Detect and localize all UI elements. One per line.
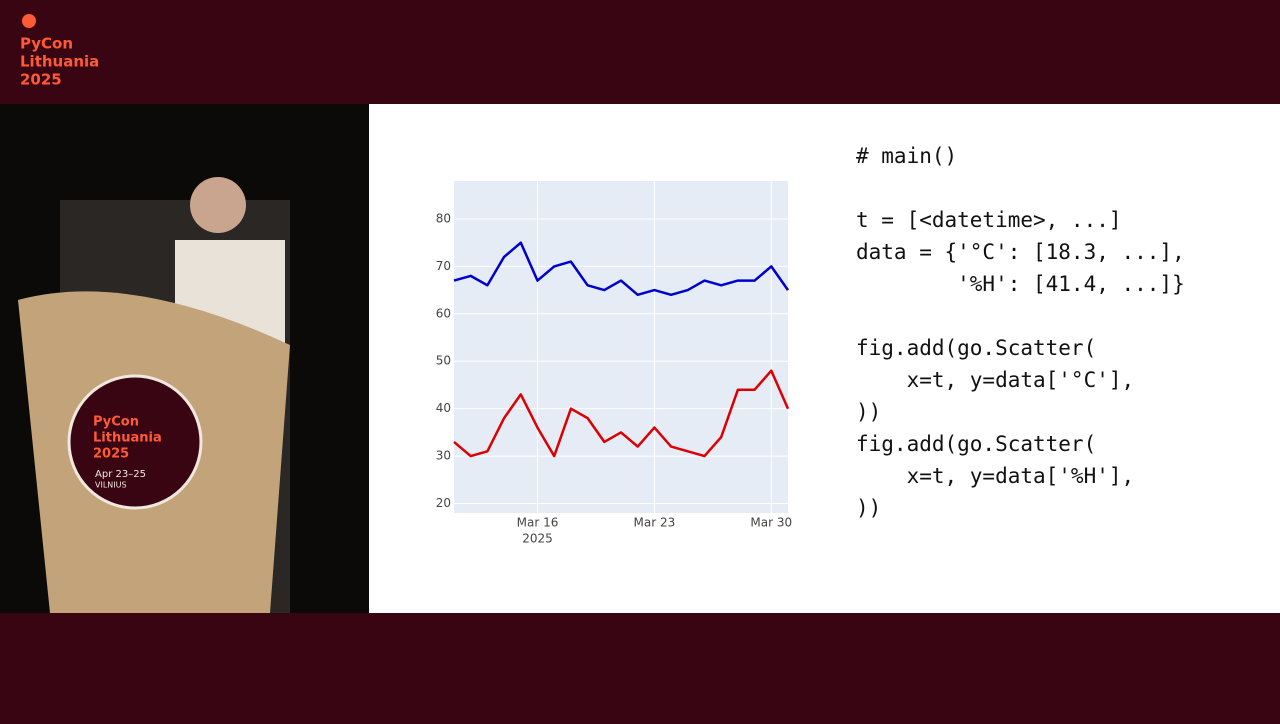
x-tick-label: Mar 30 bbox=[750, 516, 792, 530]
code-line: x=t, y=data['%H'], bbox=[856, 464, 1134, 488]
code-line: )) bbox=[856, 496, 881, 520]
code-line: )) bbox=[856, 400, 881, 424]
x-tick-year: 2025 bbox=[522, 532, 553, 546]
brand-text: Lithuania bbox=[20, 53, 99, 71]
brand-text: PyCon bbox=[20, 35, 73, 53]
plot-area bbox=[454, 181, 788, 513]
series-line bbox=[453, 241, 790, 297]
code-line: # main() bbox=[856, 144, 957, 168]
podium-city: VILNIUS bbox=[95, 481, 127, 490]
podium-dates: Apr 23–25 bbox=[95, 469, 146, 480]
y-tick-label: 50 bbox=[436, 354, 451, 368]
speaker-head bbox=[190, 177, 246, 233]
x-tick-label: Mar 23 bbox=[634, 516, 676, 530]
code-line: x=t, y=data['°C'], bbox=[856, 368, 1134, 392]
podium-text: 2025 bbox=[93, 447, 129, 462]
y-tick-label: 80 bbox=[436, 211, 451, 225]
brand-icon bbox=[22, 14, 36, 28]
podium-text: PyCon bbox=[93, 415, 139, 430]
code-line: '%H': [41.4, ...]} bbox=[856, 272, 1185, 296]
brand-text: 2025 bbox=[20, 71, 62, 89]
y-tick-label: 30 bbox=[436, 449, 451, 463]
code-line: fig.add(go.Scatter( bbox=[856, 432, 1096, 456]
x-tick-label: Mar 16 bbox=[517, 516, 559, 530]
code-line: t = [<datetime>, ...] bbox=[856, 208, 1122, 232]
y-tick-label: 60 bbox=[436, 306, 451, 320]
podium-logo bbox=[67, 374, 203, 510]
y-tick-label: 70 bbox=[436, 259, 451, 273]
series-line bbox=[453, 369, 790, 458]
code-line: data = {'°C': [18.3, ...], bbox=[856, 240, 1185, 264]
y-tick-label: 40 bbox=[436, 401, 451, 415]
y-tick-label: 20 bbox=[436, 496, 451, 510]
code-line: fig.add(go.Scatter( bbox=[856, 336, 1096, 360]
branding bbox=[22, 14, 36, 28]
podium-text: Lithuania bbox=[93, 431, 162, 446]
